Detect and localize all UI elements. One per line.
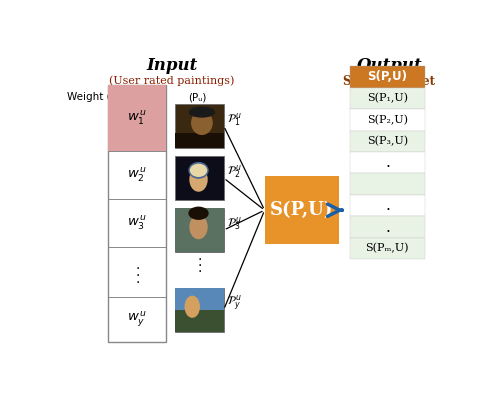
Bar <box>350 238 424 259</box>
Bar <box>350 195 424 217</box>
Text: .: . <box>385 155 390 170</box>
Text: $\mathcal{P}^{\,u}_{y}$: $\mathcal{P}^{\,u}_{y}$ <box>228 294 243 314</box>
Text: Weight (Wᵤ): Weight (Wᵤ) <box>67 92 130 102</box>
Bar <box>108 84 166 152</box>
Bar <box>175 156 224 200</box>
Text: Input: Input <box>146 57 197 74</box>
Text: S(P,U): S(P,U) <box>367 70 408 83</box>
Bar <box>350 88 424 109</box>
Bar <box>175 288 224 332</box>
Text: .: . <box>197 261 202 275</box>
Text: $\mathit{w}^{\,u}_{y}$: $\mathit{w}^{\,u}_{y}$ <box>127 310 147 329</box>
Bar <box>264 176 339 244</box>
Ellipse shape <box>190 164 207 177</box>
Bar <box>350 174 424 195</box>
Bar <box>108 84 166 342</box>
Bar <box>350 109 424 131</box>
Text: $\mathit{w}^{\,u}_{3}$: $\mathit{w}^{\,u}_{3}$ <box>127 214 147 232</box>
Text: .: . <box>197 249 202 263</box>
Bar <box>175 133 224 148</box>
Text: S(P₂,U): S(P₂,U) <box>367 115 408 125</box>
Text: $\mathcal{P}^{\,u}_{1}$: $\mathcal{P}^{\,u}_{1}$ <box>228 111 243 128</box>
Text: .: . <box>385 220 390 234</box>
Text: .: . <box>135 271 139 285</box>
Ellipse shape <box>189 167 208 192</box>
Text: .: . <box>197 255 202 269</box>
Bar <box>175 208 224 252</box>
Text: $\mathcal{P}^{\,u}_{2}$: $\mathcal{P}^{\,u}_{2}$ <box>228 163 243 180</box>
Ellipse shape <box>184 296 200 318</box>
Text: (Pᵤ): (Pᵤ) <box>188 92 207 102</box>
Bar <box>350 131 424 152</box>
Bar <box>350 152 424 174</box>
Text: .: . <box>135 258 139 272</box>
Text: .: . <box>135 265 139 279</box>
Bar <box>350 217 424 238</box>
Text: S(P,U): S(P,U) <box>270 201 334 219</box>
Bar <box>175 310 224 332</box>
Text: $\mathcal{P}^{\,u}_{3}$: $\mathcal{P}^{\,u}_{3}$ <box>228 215 243 232</box>
Text: $\mathit{w}^{\,u}_{2}$: $\mathit{w}^{\,u}_{2}$ <box>127 166 147 184</box>
Ellipse shape <box>189 107 215 118</box>
Bar <box>175 104 224 148</box>
Text: S(Pₘ,U): S(Pₘ,U) <box>366 243 409 254</box>
Ellipse shape <box>189 215 208 239</box>
Text: S(P₁,U): S(P₁,U) <box>367 93 408 103</box>
Ellipse shape <box>191 111 213 135</box>
Ellipse shape <box>188 162 209 179</box>
Text: .: . <box>385 198 390 213</box>
Text: Output: Output <box>357 57 422 74</box>
Bar <box>175 288 224 310</box>
Ellipse shape <box>188 207 209 220</box>
Bar <box>175 208 224 252</box>
Text: (User rated paintings): (User rated paintings) <box>109 75 234 86</box>
Bar <box>350 66 424 88</box>
Text: S(P₃,U): S(P₃,U) <box>367 136 408 146</box>
Text: $\mathit{w}^{\,u}_{1}$: $\mathit{w}^{\,u}_{1}$ <box>127 109 147 127</box>
Text: Score Dataset: Score Dataset <box>343 75 435 88</box>
